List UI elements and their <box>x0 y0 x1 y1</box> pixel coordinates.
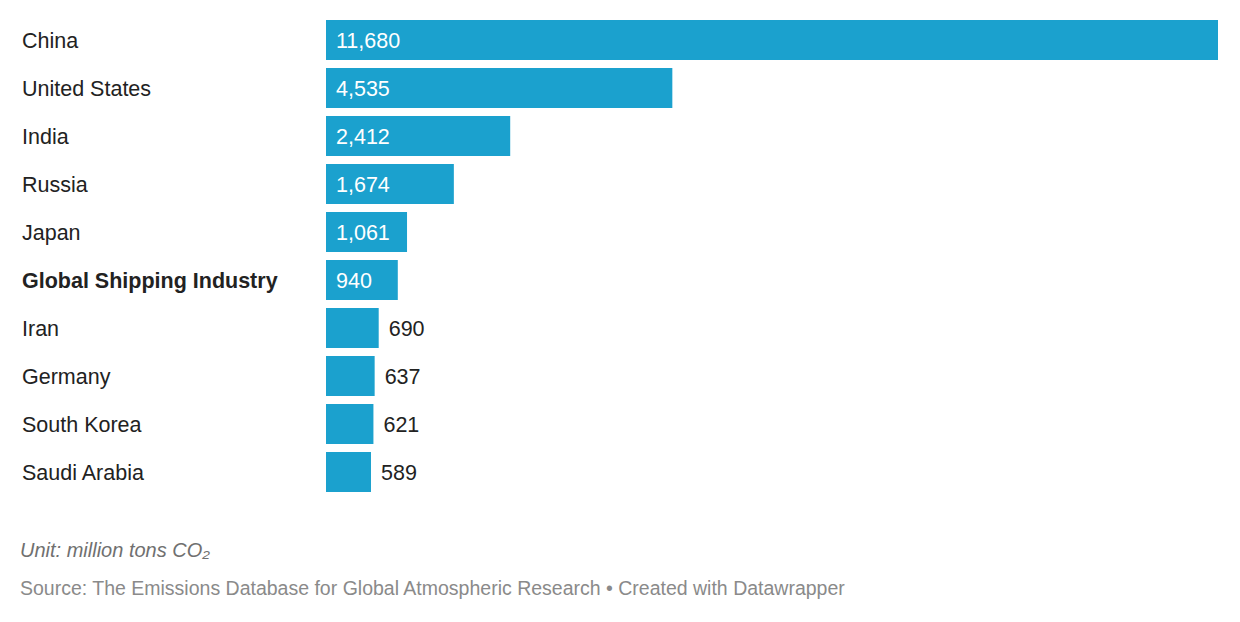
category-label: South Korea <box>22 413 142 437</box>
bar <box>326 356 375 396</box>
category-label: Saudi Arabia <box>22 461 144 485</box>
data-label: 690 <box>389 317 425 341</box>
labels: China 11,680 United States 4,535 India 2,412 R… <box>22 29 425 485</box>
category-label: Japan <box>22 221 81 245</box>
category-label: Iran <box>22 317 59 341</box>
bar <box>326 308 379 348</box>
data-label: 940 <box>336 269 372 293</box>
bars <box>326 20 1218 492</box>
category-label: Russia <box>22 173 88 197</box>
category-label: Germany <box>22 365 111 389</box>
data-label: 2,412 <box>336 125 390 149</box>
data-label: 621 <box>383 413 419 437</box>
data-label: 4,535 <box>336 77 390 101</box>
chart: China 11,680 United States 4,535 India 2,412 R… <box>0 0 1240 622</box>
category-label: United States <box>22 77 151 101</box>
category-label: Global Shipping Industry <box>22 269 278 293</box>
bar <box>326 452 371 492</box>
bar <box>326 260 398 300</box>
data-label: 11,680 <box>336 29 400 53</box>
category-label: China <box>22 29 78 53</box>
bar <box>326 68 672 108</box>
category-label: India <box>22 125 69 149</box>
data-label: 1,061 <box>336 221 390 245</box>
bar <box>326 404 373 444</box>
caption: Unit: million tons CO₂ <box>20 539 210 561</box>
data-label: 1,674 <box>336 173 390 197</box>
bar <box>326 20 1218 60</box>
bar <box>326 212 407 252</box>
bar <box>326 164 454 204</box>
data-label: 589 <box>381 461 417 485</box>
data-label: 637 <box>385 365 421 389</box>
bar <box>326 116 510 156</box>
source: Source: The Emissions Database for Globa… <box>20 577 845 599</box>
